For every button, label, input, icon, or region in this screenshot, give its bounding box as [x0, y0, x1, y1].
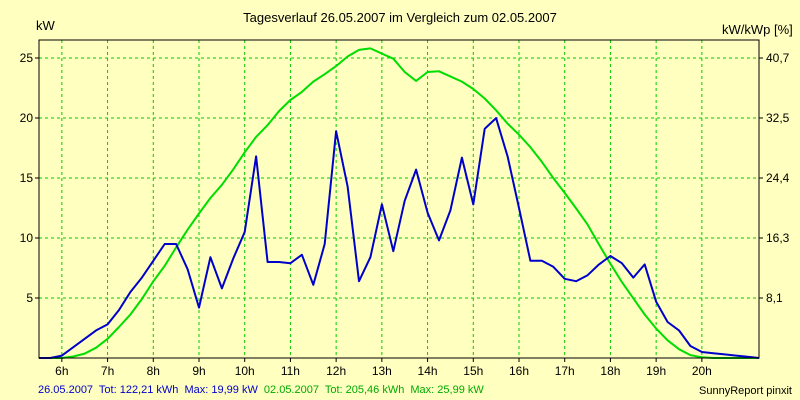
- x-tick-label: 6h: [55, 364, 68, 378]
- y-tick-label-left: 25: [20, 51, 34, 65]
- x-tick-label: 13h: [372, 364, 392, 378]
- y-tick-label-right: 24,4: [766, 171, 790, 185]
- footer-s1-max: Max: 19,99 kW: [184, 384, 258, 396]
- footer-stats: 26.05.2007 Tot: 122,21 kWh Max: 19,99 kW…: [38, 384, 484, 396]
- footer-s2-max: Max: 25,99 kW: [410, 384, 484, 396]
- y-tick-label-left: 15: [20, 171, 34, 185]
- x-tick-label: 18h: [600, 364, 620, 378]
- y-tick-label-left: 5: [26, 291, 33, 305]
- y-tick-label-right: 32,5: [766, 111, 790, 125]
- x-tick-label: 7h: [101, 364, 114, 378]
- plot-frame: [38, 39, 760, 359]
- x-tick-label: 12h: [326, 364, 346, 378]
- tick-labels: 6h 7h 8h 9h 10h 11h 12h 13h 14h 15h 16h 17h 18h 19h 20…: [20, 51, 790, 378]
- y-tick-label-right: 40,7: [766, 51, 790, 65]
- data-series: [39, 47, 760, 359]
- chart-title: Tagesverlauf 26.05.2007 im Vergleich zum…: [243, 10, 557, 25]
- y-tick-label-left: 20: [20, 111, 34, 125]
- footer-s1-date: 26.05.2007: [38, 384, 93, 396]
- x-tick-label: 15h: [463, 364, 483, 378]
- y-tick-label-right: 16,3: [766, 231, 790, 245]
- right-axis-unit: kW/kWp [%]: [722, 22, 793, 37]
- axes: [35, 39, 763, 362]
- x-tick-label: 11h: [281, 364, 300, 378]
- x-tick-label: 16h: [509, 364, 529, 378]
- series-line-26-05-2007: [39, 117, 760, 359]
- x-tick-label: 19h: [646, 364, 666, 378]
- y-tick-label-left: 10: [20, 231, 34, 245]
- x-tick-label: 14h: [418, 364, 438, 378]
- x-tick-label: 20h: [692, 364, 712, 378]
- series-line-02-05-2007: [39, 47, 759, 359]
- footer-credit: SunnyReport pinxit: [699, 385, 792, 397]
- footer-s2-total: Tot: 205,46 kWh: [325, 384, 405, 396]
- x-tick-label: 17h: [555, 364, 575, 378]
- x-tick-label: 9h: [192, 364, 205, 378]
- left-axis-unit: kW: [36, 18, 56, 33]
- x-tick-label: 10h: [235, 364, 255, 378]
- footer-s2-date: 02.05.2007: [264, 384, 319, 396]
- y-tick-label-right: 8,1: [766, 291, 783, 305]
- footer-s1-total: Tot: 122,21 kWh: [99, 384, 179, 396]
- x-tick-label: 8h: [147, 364, 160, 378]
